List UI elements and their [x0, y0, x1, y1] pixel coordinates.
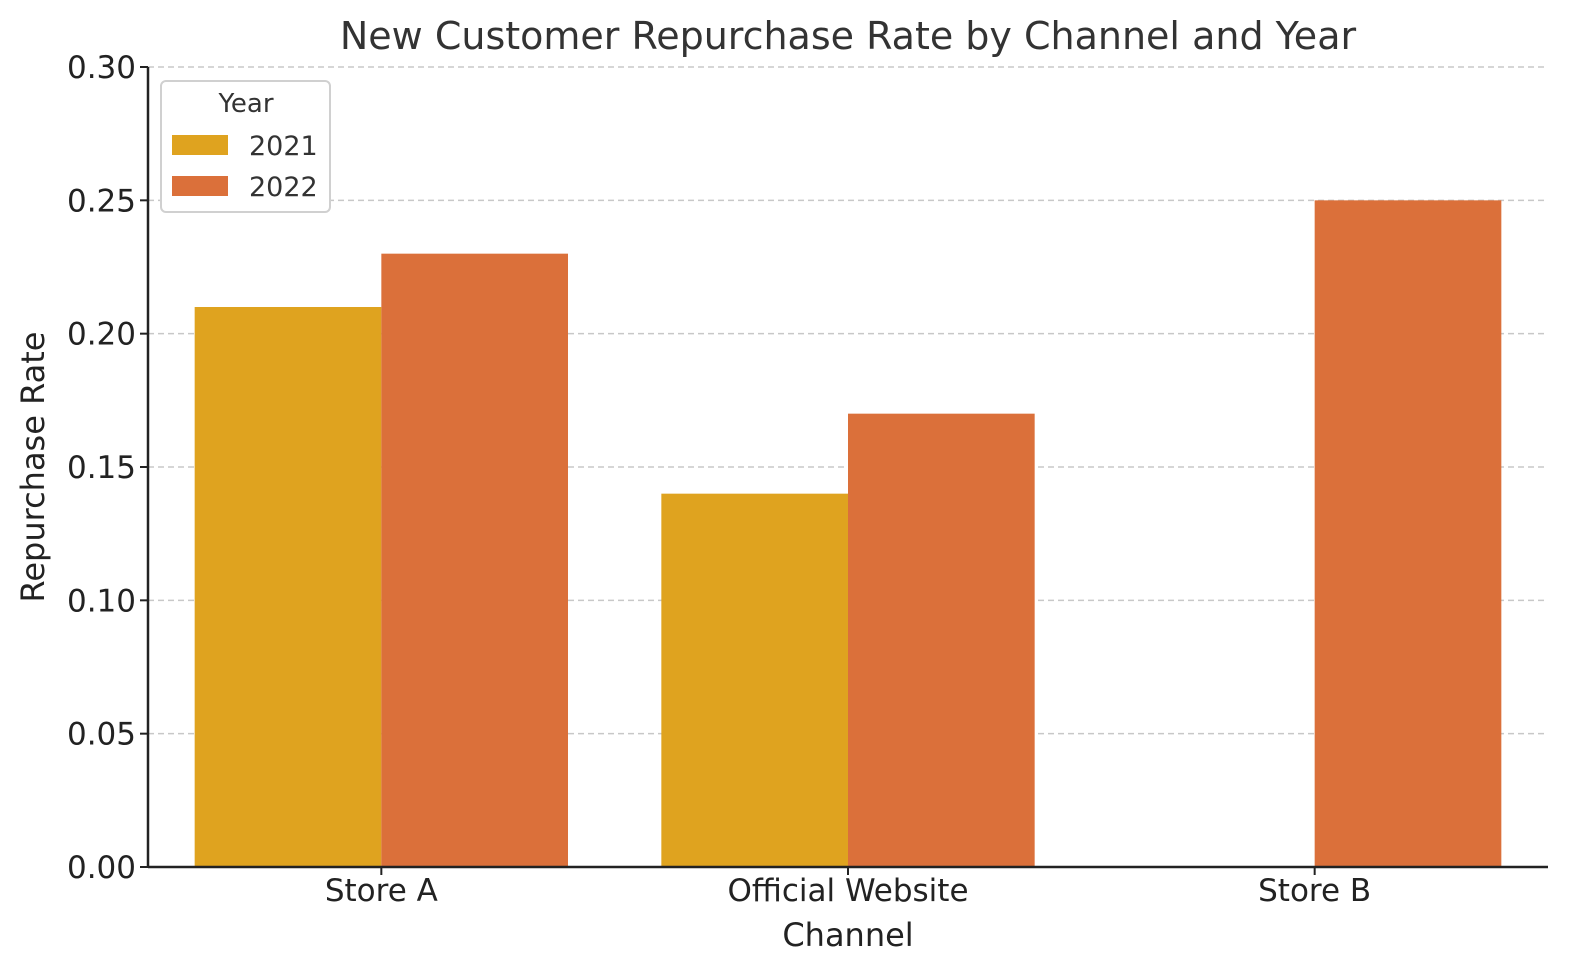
bar-2021-store-a	[194, 307, 382, 867]
legend-label: 2021	[249, 131, 318, 162]
y-tick-label: 0.30	[67, 50, 136, 86]
legend: Year 2021 2022	[160, 80, 331, 213]
y-tick-label: 0.15	[67, 450, 136, 486]
y-tick-label: 0.25	[67, 183, 136, 219]
y-ticks: 0.00 0.05 0.10 0.15 0.20 0.25 0.30	[67, 50, 148, 886]
y-axis-label: Repurchase Rate	[14, 332, 52, 603]
bar-2022-store-a	[381, 253, 568, 867]
x-tick-label: Official Website	[727, 873, 968, 909]
bars	[194, 200, 1502, 868]
x-tick-label: Store B	[1258, 873, 1371, 909]
chart-title: New Customer Repurchase Rate by Channel …	[340, 14, 1357, 58]
legend-label: 2022	[249, 172, 318, 203]
y-tick-label: 0.10	[67, 583, 136, 619]
y-tick-label: 0.00	[67, 850, 136, 886]
y-tick-label: 0.05	[67, 717, 136, 753]
y-tick-label: 0.20	[67, 317, 136, 353]
bar-2022-store-b	[1314, 200, 1502, 868]
legend-swatch	[172, 176, 228, 196]
legend-items: 2021 2022	[172, 131, 318, 203]
x-axis-label: Channel	[782, 916, 913, 954]
x-ticks: Store A Official Website Store B	[325, 867, 1371, 909]
x-tick-label: Store A	[325, 873, 438, 909]
legend-swatch	[172, 135, 228, 155]
legend-title: Year	[217, 89, 273, 119]
bar-2022-official-website	[848, 413, 1035, 867]
bar-2021-official-website	[661, 493, 848, 867]
